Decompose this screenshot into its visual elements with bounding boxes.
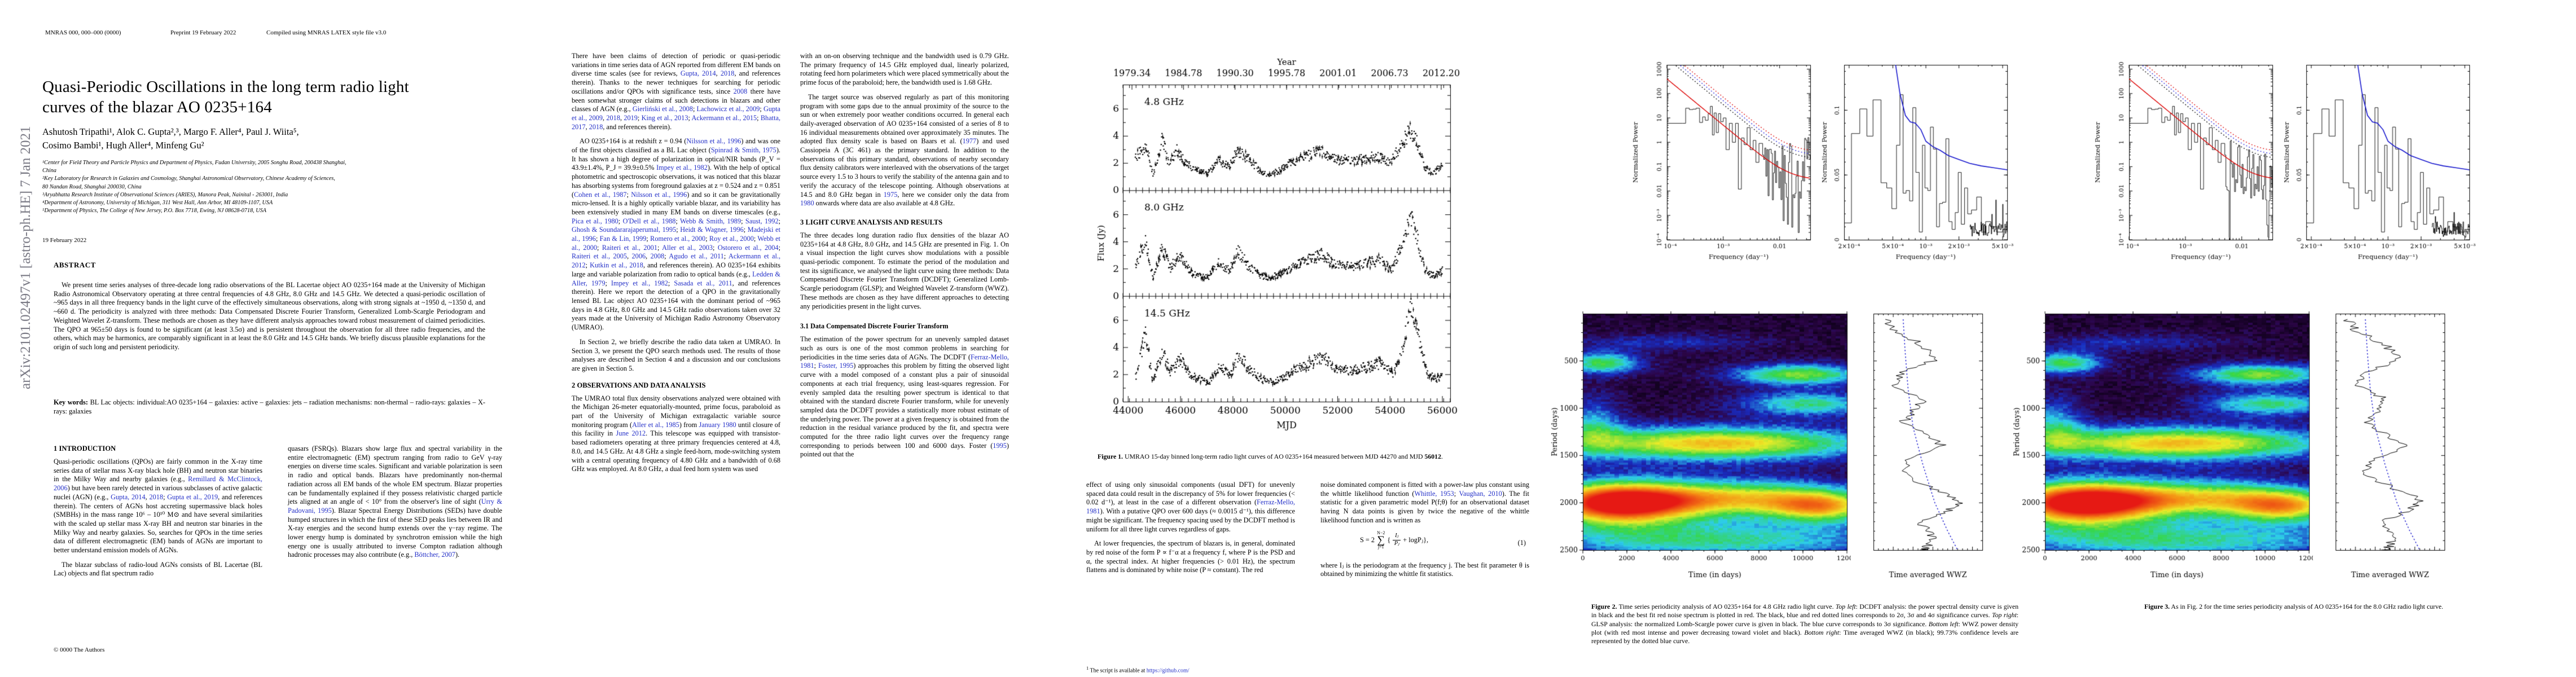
umrao-paragraph: The UMRAO total flux density observation…: [572, 394, 780, 473]
fig2-avg-wwz-canvas: [1862, 305, 1986, 590]
section-heading-lightcurve: 3 LIGHT CURVE ANALYSIS AND RESULTS: [800, 218, 943, 226]
keywords-text: BL Lac objects: individual:AO 0235+164 –…: [54, 398, 486, 415]
blazar-paragraph: quasars (FSRQs). Blazars show large flux…: [288, 445, 503, 559]
equation-1: S = 2 N−2 ∑ j=1 { Iⱼ Pⱼ + logPⱼ}, (1): [1360, 530, 1526, 549]
journal-header-left: MNRAS 000, 000–000 (0000): [45, 29, 121, 36]
affiliation-line: ²Key Laboratory for Research in Galaxies…: [42, 175, 335, 182]
summation-symbol: N−2 ∑ j=1: [1377, 530, 1385, 549]
rednoise-paragraph: At lower frequencies, the spectrum of bl…: [1086, 539, 1295, 574]
equation-number: (1): [1517, 538, 1526, 547]
page3-column-left: effect of using only sinusoidal componen…: [1086, 481, 1295, 575]
fig3-glsp-canvas: [2282, 52, 2477, 269]
equation-lhs: S = 2: [1360, 535, 1375, 544]
journal-header-center: Preprint 19 February 2022: [170, 29, 236, 36]
dcdft-paragraph: The estimation of the power spectrum for…: [800, 335, 1009, 459]
author-list: Ashutosh Tripathi¹, Alok C. Gupta²,³, Ma…: [42, 125, 494, 152]
page-1: MNRAS 000, 000–000 (0000) Preprint 19 Fe…: [34, 0, 502, 677]
affiliation-line: China: [42, 168, 56, 174]
fig3-caption: Figure 3. As in Fig. 2 for the time seri…: [2144, 603, 2443, 610]
onon-paragraph: with an on-on observing technique and th…: [800, 52, 1009, 87]
dft-effect-paragraph: effect of using only sinusoidal componen…: [1086, 481, 1295, 533]
fig2-caption: Figure 2. Time series periodicity analys…: [1591, 603, 2019, 645]
paper-title-line2: curves of the blazar AO 0235+164: [42, 98, 272, 116]
section-heading-introduction: 1 INTRODUCTION: [54, 445, 116, 452]
abstract-heading: ABSTRACT: [54, 261, 96, 269]
footnote: 1 The script is available at https://git…: [1086, 666, 1190, 674]
footnote-github-link[interactable]: https://github.com/: [1146, 667, 1190, 674]
fig3-avg-wwz-canvas: [2324, 305, 2448, 590]
fig3-wwz-heatmap-canvas: [2011, 305, 2313, 590]
ao0235-paragraph: AO 0235+164 is at redshift z = 0.94 (Nil…: [572, 137, 781, 332]
affiliation-line: ¹Center for Field Theory and Particle Ph…: [42, 160, 346, 166]
three-methods-paragraph: The three decades long duration radio fl…: [800, 231, 1009, 310]
page1-column-right: quasars (FSRQs). Blazars show large flux…: [288, 445, 502, 560]
fig3-dcdft-canvas: [2082, 52, 2279, 269]
page1-column-left: 1 INTRODUCTION Quasi-periodic oscillatio…: [54, 445, 262, 578]
paper-title: Quasi-Periodic Oscillations in the long …: [42, 77, 494, 117]
intro-paragraph-2: The blazar subclass of radio-loud AGNs c…: [54, 560, 262, 578]
claims-paragraph: There have been claims of detection of p…: [572, 52, 781, 131]
section-heading-observations: 2 OBSERVATIONS AND DATA ANALYSIS: [572, 381, 706, 389]
fig1-light-curves-canvas: [1095, 48, 1462, 443]
paper-title-line1: Quasi-Periodic Oscillations in the long …: [42, 78, 409, 96]
arxiv-sidebar: arXiv:2101.02497v1 [astro-ph.HE] 7 Jan 2…: [1, 0, 33, 677]
keywords: Key words: BL Lac objects: individual:AO…: [54, 398, 485, 416]
authors-line2: Cosimo Bambi¹, Hugh Aller⁴, Minfeng Gu²: [42, 140, 204, 151]
copyright-footer: © 0000 The Authors: [54, 647, 105, 653]
intro-paragraph-1: Quasi-periodic oscillations (QPOs) are f…: [54, 458, 263, 555]
affiliation-line: ⁴Department of Astronomy, University of …: [42, 200, 273, 206]
fig2-dcdft-canvas: [1620, 52, 1817, 269]
fig2-glsp-canvas: [1820, 52, 2015, 269]
affiliation-line: ⁵Department of Physics, The College of N…: [42, 208, 266, 214]
fig2-wwz-heatmap-canvas: [1549, 305, 1851, 590]
whittle-paragraph: noise dominated component is fitted with…: [1320, 481, 1529, 524]
page2-column-right: with an on-on observing technique and th…: [800, 52, 1009, 459]
abstract-text: We present time series analyses of three…: [54, 281, 485, 351]
submission-date: 19 February 2022: [42, 237, 87, 244]
journal-header-right: Compiled using MNRAS LATEX style file v3…: [266, 29, 387, 36]
equation-fraction: Iⱼ Pⱼ: [1393, 533, 1401, 547]
where-paragraph: where Iⱼ is the periodogram at the frequ…: [1320, 561, 1529, 578]
target-paragraph: The target source was observed regularly…: [800, 93, 1009, 208]
page2-column-left: There have been claims of detection of p…: [572, 52, 780, 474]
keywords-label: Key words:: [54, 398, 88, 406]
fig1-caption: Figure 1. UMRAO 15-day binned long-term …: [1098, 452, 1443, 460]
arxiv-watermark-text: arXiv:2101.02497v1 [astro-ph.HE] 7 Jan 2…: [18, 126, 33, 389]
sections-overview-paragraph: In Section 2, we briefly describe the ra…: [572, 337, 780, 372]
page3-column-right: noise dominated component is fitted with…: [1320, 481, 1529, 579]
subsection-heading-dcdft: 3.1 Data Compensated Discrete Fourier Tr…: [800, 322, 949, 331]
authors-line1: Ashutosh Tripathi¹, Alok C. Gupta²,³, Ma…: [42, 126, 299, 137]
affiliation-line: 80 Nandan Road, Shanghai 200030, China: [42, 183, 142, 190]
affiliation-line: ³Aryabhatta Research Institute of Observ…: [42, 191, 288, 198]
affiliations: ¹Center for Field Theory and Particle Ph…: [42, 159, 494, 215]
